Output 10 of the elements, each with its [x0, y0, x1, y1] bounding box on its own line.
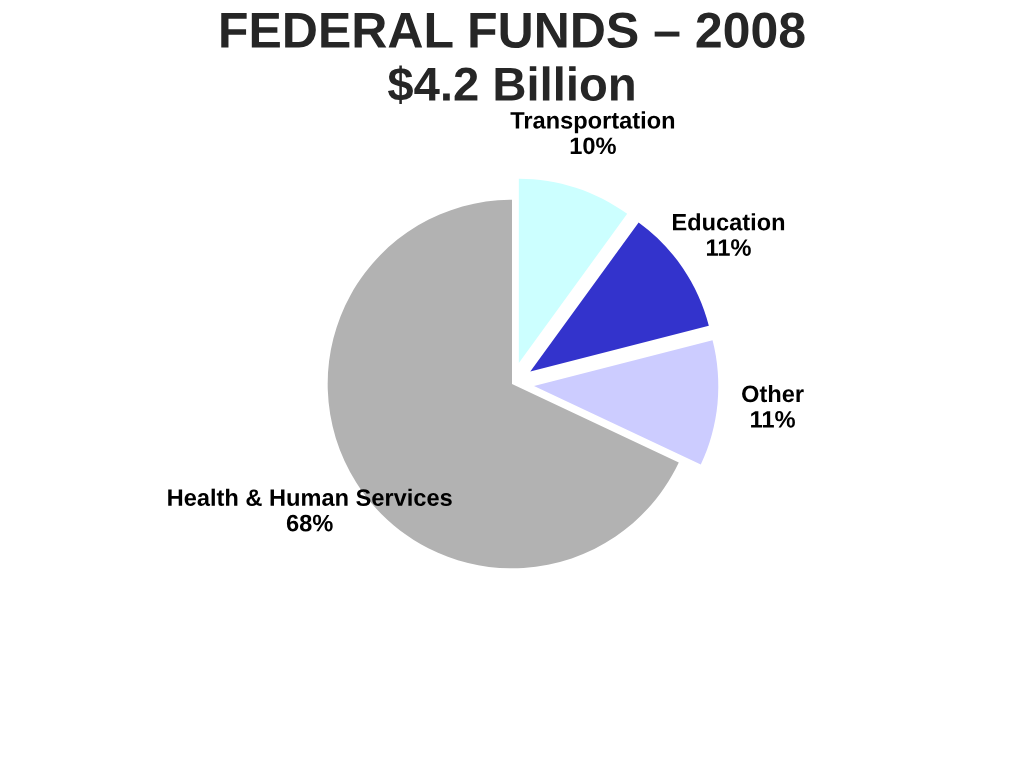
chart-title: FEDERAL FUNDS – 2008 [221, 12, 805, 48]
chart-subtitle: $4.2 Billion [387, 65, 634, 105]
slice-label: Health & Human Services [168, 488, 452, 507]
slice-label: Education [673, 213, 785, 231]
data-label: 10% [570, 137, 616, 155]
slice-label: Transportation [510, 111, 675, 134]
data-label: 11% [706, 239, 751, 256]
data-label: 11% [751, 411, 795, 428]
data-label: 68% [286, 514, 333, 532]
slice-label: Other [742, 384, 804, 403]
